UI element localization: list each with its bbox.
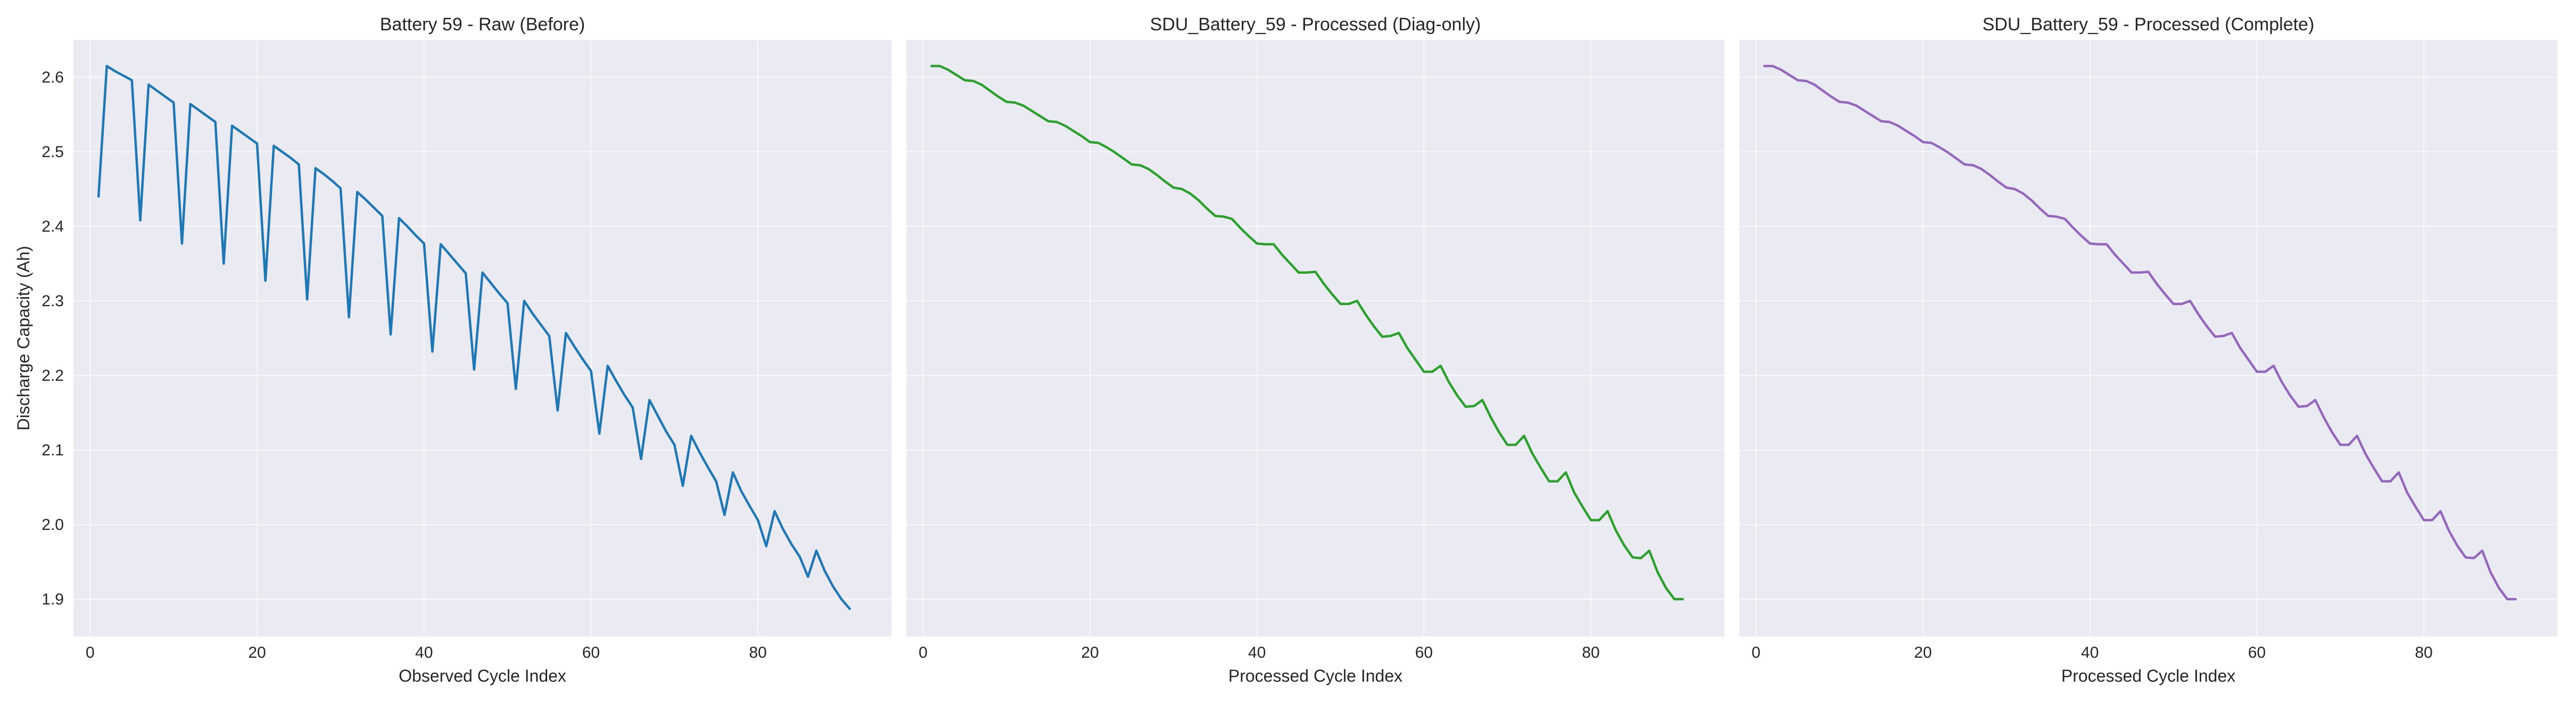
x-axis-label: Processed Cycle Index bbox=[2061, 666, 2235, 685]
y-tick-label: 2.5 bbox=[42, 143, 64, 161]
y-tick-label: 1.9 bbox=[42, 591, 64, 608]
y-axis-label: Discharge Capacity (Ah) bbox=[14, 246, 33, 431]
y-tick-label: 2.3 bbox=[42, 292, 64, 310]
y-tick-label: 2.2 bbox=[42, 367, 64, 385]
series-line bbox=[930, 64, 1684, 601]
chart-title: SDU_Battery_59 - Processed (Diag-only) bbox=[1150, 14, 1481, 35]
x-tick-label: 60 bbox=[2248, 644, 2266, 661]
plot-area bbox=[906, 40, 1724, 636]
chart-title: SDU_Battery_59 - Processed (Complete) bbox=[1983, 14, 2315, 35]
x-tick-label: 40 bbox=[415, 644, 433, 661]
x-tick-label: 40 bbox=[1248, 644, 1266, 661]
y-tick-label: 2.4 bbox=[42, 218, 64, 235]
x-tick-label: 80 bbox=[749, 644, 766, 661]
y-tick-label: 2.1 bbox=[42, 442, 64, 459]
x-tick-label: 20 bbox=[1081, 644, 1099, 661]
x-tick-label: 20 bbox=[248, 644, 266, 661]
x-tick-label: 60 bbox=[1415, 644, 1433, 661]
chart-panel-2: 0 20 40 60 80 SDU_Battery_59 - Processed (Dia… bbox=[906, 14, 1724, 685]
plot-area bbox=[1739, 40, 2557, 636]
x-tick-label: 0 bbox=[919, 644, 928, 661]
x-tick-label: 0 bbox=[1752, 644, 1761, 661]
y-tick-label: 2.0 bbox=[42, 516, 64, 534]
series-line bbox=[97, 64, 851, 610]
x-tick-label: 80 bbox=[2415, 644, 2432, 661]
x-tick-label: 80 bbox=[1582, 644, 1599, 661]
series-line bbox=[1763, 64, 2517, 601]
x-tick-label: 20 bbox=[1914, 644, 1931, 661]
y-tick-label: 2.6 bbox=[42, 69, 64, 86]
x-axis-label: Processed Cycle Index bbox=[1228, 666, 1402, 685]
x-tick-label: 0 bbox=[86, 644, 95, 661]
x-axis-label: Observed Cycle Index bbox=[399, 666, 566, 685]
x-tick-label: 40 bbox=[2081, 644, 2099, 661]
plot-area bbox=[73, 40, 891, 636]
chart-panel-3: 0 20 40 60 80 SDU_Battery_59 - Processed (Com… bbox=[1739, 14, 2557, 685]
chart-title: Battery 59 - Raw (Before) bbox=[380, 14, 585, 35]
chart-panel-1: 0 20 40 60 80 1.9 2.0 2.1 2.2 2.3 2.4 2.5 2.6 Battery… bbox=[14, 14, 891, 685]
x-tick-label: 60 bbox=[582, 644, 600, 661]
